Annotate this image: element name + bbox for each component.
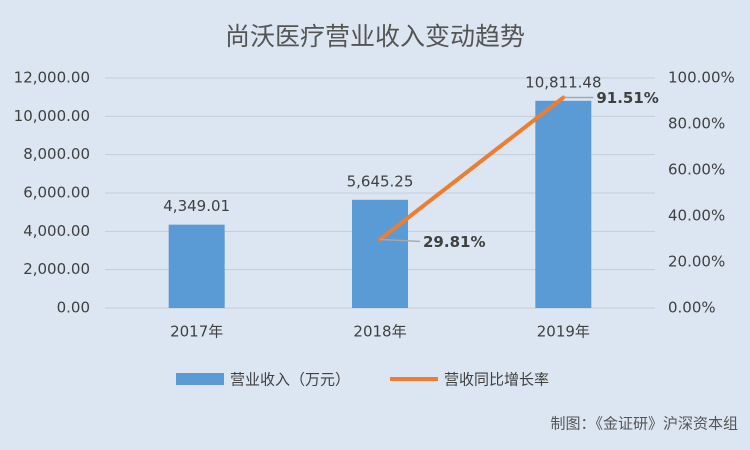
bar-value-label: 10,811.48 [525, 73, 601, 91]
y2-tick-label: 80.00% [668, 115, 725, 133]
bar-value-label: 5,645.25 [347, 172, 414, 190]
y-tick-label: 8,000.00 [23, 145, 90, 163]
y-tick-label: 2,000.00 [23, 260, 90, 278]
bar-value-label: 4,349.01 [163, 197, 230, 215]
line-value-label: 29.81% [423, 233, 485, 251]
y-tick-label: 10,000.00 [14, 107, 90, 125]
y-tick-label: 6,000.00 [23, 184, 90, 202]
legend-label: 营业收入（万元） [230, 371, 350, 389]
y-tick-label: 0.00 [57, 299, 90, 317]
y2-tick-label: 100.00% [668, 69, 735, 87]
bar [168, 224, 225, 308]
bar [352, 199, 408, 308]
y2-tick-label: 20.00% [668, 253, 725, 271]
x-tick-label: 2017年 [170, 323, 223, 341]
line [378, 95, 566, 242]
line-value-label: 91.51% [596, 89, 658, 107]
y-tick-label: 4,000.00 [23, 222, 90, 240]
legend-label: 营收同比增长率 [444, 371, 549, 389]
y-tick-label: 12,000.00 [14, 69, 90, 87]
label-leader [379, 238, 421, 243]
y2-tick-label: 40.00% [668, 207, 725, 225]
x-tick-label: 2019年 [537, 323, 590, 341]
y2-tick-label: 60.00% [668, 161, 725, 179]
bar [535, 100, 592, 308]
chart-title: 尚沃医疗营业收入变动趋势 [225, 22, 525, 51]
legend-swatch [176, 373, 224, 385]
source-note: 制图：《金证研》沪深资本组 [550, 415, 738, 433]
x-tick-label: 2018年 [353, 323, 406, 341]
y2-tick-label: 0.00% [668, 299, 716, 317]
